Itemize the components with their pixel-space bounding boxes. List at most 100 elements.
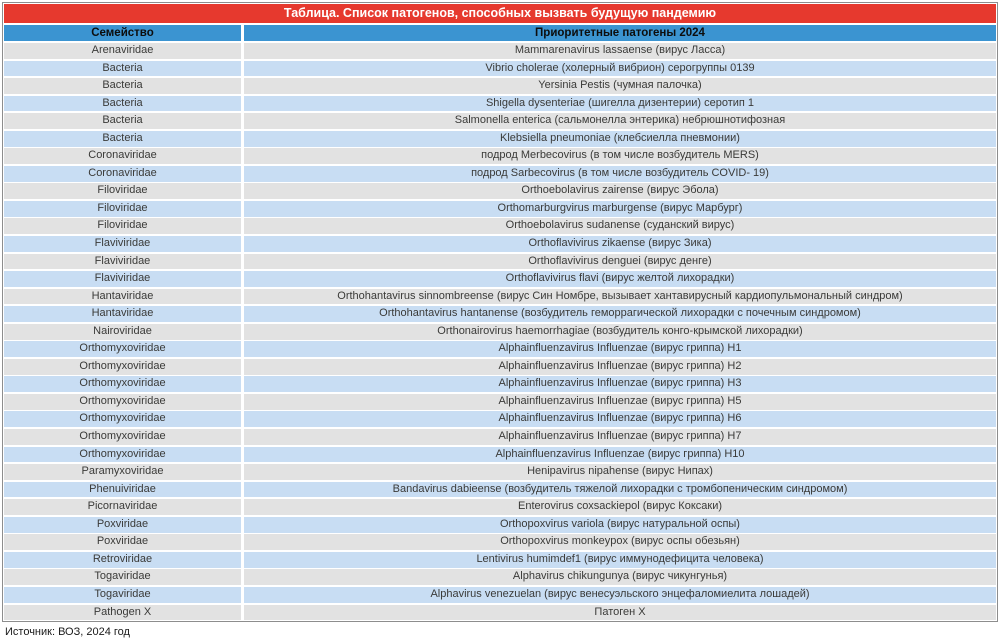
pathogen-cell: Alphainfluenzavirus Influenzae (вирус гр… [244,446,996,463]
family-cell: Hantaviridae [4,288,241,305]
family-cell: Orthomyxoviridae [4,446,241,463]
source-note: Источник: ВОЗ, 2024 год [5,626,130,639]
table-row: Coronaviridae подрод Sarbecovirus (в том… [4,165,996,182]
pathogen-cell: Enterovirus coxsackiepol (вирус Коксаки) [244,499,996,516]
family-cell: Bacteria [4,78,241,94]
table-row: Bacteria Yersinia Pestis (чумная палочка… [4,78,996,94]
pathogen-cell: Bandavirus dabieense (возбудитель тяжело… [244,481,996,498]
pathogen-cell: подрод Merbecovirus (в том числе возбуди… [244,148,996,165]
pathogen-cell: Vibrio cholerae (холерный вибрион) серог… [244,60,996,77]
pathogen-cell: Yersinia Pestis (чумная палочка) [244,78,996,94]
table-row: Arenaviridae Mammarenavirus lassaense (в… [4,43,996,59]
table-row: Togaviridae Alphavirus venezuelan (вирус… [4,586,996,603]
table-row: Nairoviridae Orthonairovirus haemorrhagi… [4,323,996,340]
family-cell: Pathogen X [4,604,241,621]
pathogen-cell: Alphainfluenzavirus Influenzae (вирус гр… [244,411,996,428]
table-row: Paramyxoviridae Henipavirus nipahense (в… [4,464,996,480]
family-cell: Orthomyxoviridae [4,393,241,410]
table-row: Poxviridae Orthopoxvirus variola (вирус … [4,516,996,533]
table-row: Bacteria Shigella dysenteriae (шигелла д… [4,95,996,112]
pathogen-cell: Orthonairovirus haemorrhagiae (возбудите… [244,323,996,340]
family-cell: Orthomyxoviridae [4,376,241,393]
family-cell: Hantaviridae [4,306,241,322]
table-row: Picornaviridae Enterovirus coxsackiepol … [4,499,996,516]
table-row: Hantaviridae Orthohantavirus hantanense … [4,306,996,322]
table-row: Hantaviridae Orthohantavirus sinnombreen… [4,288,996,305]
pathogen-cell: Alphainfluenzavirus Influenzae (вирус гр… [244,393,996,410]
pathogen-cell: Orthoflavivirus denguei (вирус денге) [244,253,996,270]
pathogen-cell: Orthoflavivirus flavi (вирус желтой лихо… [244,271,996,287]
pathogen-cell: Orthoflavivirus zikaense (вирус Зика) [244,236,996,252]
pathogen-cell: Orthohantavirus sinnombreense (вирус Син… [244,288,996,305]
table-row: Orthomyxoviridae Alphainfluenzavirus Inf… [4,376,996,393]
family-cell: Togaviridae [4,569,241,586]
table-row: Poxviridae Orthopoxvirus monkeypox (виру… [4,534,996,551]
pathogen-cell: Alphavirus venezuelan (вирус венесуэльск… [244,586,996,603]
family-cell: Orthomyxoviridae [4,358,241,375]
pathogen-cell: Alphainfluenzavirus Influenzae (вирус гр… [244,358,996,375]
pathogen-cell: Патоген X [244,604,996,621]
family-cell: Arenaviridae [4,43,241,59]
pathogen-cell: Henipavirus nipahense (вирус Нипах) [244,464,996,480]
family-cell: Bacteria [4,95,241,112]
pathogen-cell: Shigella dysenteriae (шигелла дизентерии… [244,95,996,112]
family-cell: Flaviviridae [4,236,241,252]
family-cell: Retroviridae [4,551,241,568]
pathogen-cell: Orthomarburgvirus marburgense (вирус Мар… [244,200,996,217]
pathogen-cell: Alphavirus chikungunya (вирус чикунгунья… [244,569,996,586]
table-row: Orthomyxoviridae Alphainfluenzavirus Inf… [4,393,996,410]
table-row: Pathogen X Патоген X [4,604,996,621]
column-header-family: Семейство [4,25,241,41]
family-cell: Filoviridae [4,218,241,235]
family-cell: Orthomyxoviridae [4,341,241,358]
table-body: Arenaviridae Mammarenavirus lassaense (в… [4,43,996,621]
family-cell: Coronaviridae [4,148,241,165]
table-row: Flaviviridae Orthoflavivirus zikaense (в… [4,236,996,252]
pathogen-cell: Orthopoxvirus variola (вирус натуральной… [244,516,996,533]
table-row: Filoviridae Orthoebolavirus zairense (ви… [4,183,996,200]
table-row: Filoviridae Orthoebolavirus sudanense (с… [4,218,996,235]
column-header-pathogens: Приоритетные патогены 2024 [244,25,996,41]
pathogen-cell: Alphainfluenzavirus Influenzae (вирус гр… [244,341,996,358]
family-cell: Poxviridae [4,534,241,551]
table-row: Orthomyxoviridae Alphainfluenzavirus Inf… [4,341,996,358]
table-row: Orthomyxoviridae Alphainfluenzavirus Inf… [4,358,996,375]
pathogen-cell: Orthoebolavirus sudanense (суданский вир… [244,218,996,235]
table-row: Filoviridae Orthomarburgvirus marburgens… [4,200,996,217]
family-cell: Bacteria [4,130,241,147]
table-row: Bacteria Vibrio cholerae (холерный вибри… [4,60,996,77]
table-row: Orthomyxoviridae Alphainfluenzavirus Inf… [4,411,996,428]
table-row: Retroviridae Lentivirus humimdef1 (вирус… [4,551,996,568]
pathogen-cell: Klebsiella pneumoniae (клебсиелла пневмо… [244,130,996,147]
table-row: Coronaviridae подрод Merbecovirus (в том… [4,148,996,165]
family-cell: Orthomyxoviridae [4,429,241,445]
table-row: Bacteria Klebsiella pneumoniae (клебсиел… [4,130,996,147]
family-cell: Bacteria [4,113,241,129]
family-cell: Paramyxoviridae [4,464,241,480]
pathogen-table: Таблица. Список патогенов, способных выз… [2,2,998,623]
family-cell: Phenuiviridae [4,481,241,498]
family-cell: Flaviviridae [4,253,241,270]
table-row: Flaviviridae Orthoflavivirus flavi (виру… [4,271,996,287]
family-cell: Coronaviridae [4,165,241,182]
family-cell: Poxviridae [4,516,241,533]
pathogen-cell: Alphainfluenzavirus Influenzae (вирус гр… [244,376,996,393]
family-cell: Togaviridae [4,586,241,603]
family-cell: Bacteria [4,60,241,77]
pathogen-cell: Alphainfluenzavirus Influenzae (вирус гр… [244,429,996,445]
table-row: Phenuiviridae Bandavirus dabieense (возб… [4,481,996,498]
table-row: Orthomyxoviridae Alphainfluenzavirus Inf… [4,446,996,463]
table-row: Flaviviridae Orthoflavivirus denguei (ви… [4,253,996,270]
pathogen-cell: Salmonella enterica (сальмонелла энтерик… [244,113,996,129]
family-cell: Nairoviridae [4,323,241,340]
table-title: Таблица. Список патогенов, способных выз… [4,4,996,23]
table-row: Bacteria Salmonella enterica (сальмонелл… [4,113,996,129]
pathogen-cell: Lentivirus humimdef1 (вирус иммунодефици… [244,551,996,568]
family-cell: Filoviridae [4,183,241,200]
table-row: Togaviridae Alphavirus chikungunya (виру… [4,569,996,586]
table-header-row: Семейство Приоритетные патогены 2024 [4,25,996,41]
pathogen-cell: Orthoebolavirus zairense (вирус Эбола) [244,183,996,200]
pathogen-cell: Orthopoxvirus monkeypox (вирус оспы обез… [244,534,996,551]
pathogen-cell: подрод Sarbecovirus (в том числе возбуди… [244,165,996,182]
